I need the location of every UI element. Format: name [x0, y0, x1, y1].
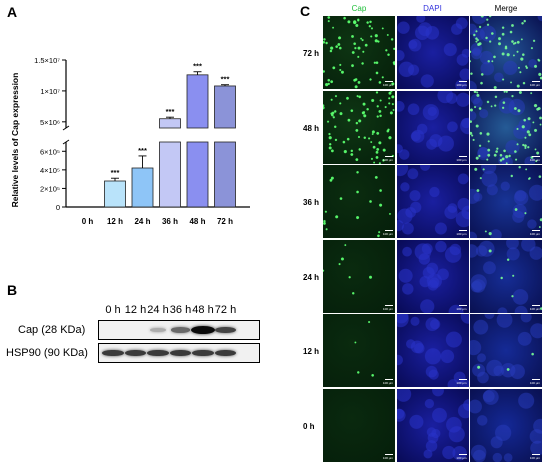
- axis-break-mark-lower: [62, 139, 70, 145]
- wb-band-0-4: [191, 326, 215, 334]
- micro-row-label-2: 36 h: [303, 198, 320, 207]
- panel-c-label: C: [300, 3, 311, 19]
- scale-bar-3-0: 100 μm: [382, 306, 393, 311]
- significance-label-2: ***: [138, 146, 147, 155]
- bar-4-lower: [186, 141, 209, 208]
- y-tick-label-lower-1: 2×10⁵: [40, 184, 60, 193]
- micro-row-label-3: 24 h: [303, 272, 320, 282]
- micro-col-label-0: Cap: [351, 4, 367, 13]
- wb-band-0-5: [215, 326, 236, 334]
- y-tick-label-lower-3: 6×10⁵: [40, 147, 60, 156]
- scale-bar-1-0: 100 μm: [382, 157, 393, 162]
- y-tick-label-lower-0: 0: [56, 203, 60, 212]
- scale-bar-4-2: 100 μm: [529, 381, 540, 385]
- wb-lane-label-2: 24 h: [147, 304, 169, 316]
- scale-bar-3-1: 100 μm: [456, 306, 467, 311]
- wb-lane-label-4: 48 h: [192, 304, 214, 316]
- scale-bar-1-1: 100 μm: [456, 157, 467, 162]
- micro-col-label-1: DAPI: [423, 4, 442, 13]
- x-tick-label-1: 12 h: [107, 217, 123, 226]
- x-tick-label-4: 48 h: [189, 217, 205, 226]
- wb-row-label-0: Cap (28 KDa): [18, 324, 86, 336]
- bar-2: [131, 167, 154, 208]
- significance-label-5: ***: [221, 75, 230, 84]
- micro-row-label-4: 12 h: [303, 347, 320, 356]
- micro-row-label-0: 72 h: [303, 49, 320, 58]
- bar-chart: Relative levels of Cap expression 0 2×10⁵…: [10, 56, 250, 226]
- scale-bar-2-2: 100 μm: [529, 232, 540, 236]
- y-tick-label-upper-2: 1.5×10⁷: [34, 56, 60, 65]
- x-tick-label-5: 72 h: [217, 217, 233, 226]
- micro-image-4-1: 100 μm: [396, 314, 469, 387]
- bar-3-upper: [159, 118, 181, 129]
- bar-5-upper: [214, 85, 236, 129]
- micro-row-label-5: 0 h: [303, 421, 315, 431]
- wb-lane-label-3: 36 h: [169, 304, 192, 316]
- micro-image-2-1: 100 μm: [396, 165, 469, 238]
- wb-band-0-2: [150, 328, 166, 332]
- scale-bar-5-0: 100 μm: [382, 455, 393, 460]
- x-tick-label-0: 0 h: [82, 217, 94, 226]
- significance-label-4: ***: [193, 62, 202, 71]
- axis-break-mark-upper: [62, 125, 70, 131]
- wb-band-1-2: [147, 349, 169, 357]
- wb-row-label-1: HSP90 (90 KDa): [6, 347, 88, 359]
- micro-image-5-1: 100 μm: [396, 388, 469, 462]
- micro-col-label-2: Merge: [494, 4, 518, 13]
- x-tick-label-3: 36 h: [162, 217, 178, 226]
- y-tick-label-upper-0: 5×10⁶: [40, 118, 60, 127]
- scale-bar-4-0: 100 μm: [382, 381, 393, 385]
- panel-a-label: A: [7, 4, 18, 20]
- scale-bar-4-1: 100 μm: [456, 381, 467, 385]
- y-tick-label-upper-1: 1×10⁷: [40, 87, 60, 96]
- micro-image-1-2: 100 μm: [470, 90, 542, 164]
- micro-row-label-1: 48 h: [303, 123, 320, 133]
- scale-bar-1-2: 100 μm: [529, 157, 540, 162]
- micro-image-5-0: 100 μm: [323, 388, 395, 462]
- scale-bar-2-0: 100 μm: [382, 232, 393, 236]
- bar-1: [104, 180, 126, 208]
- micro-image-0-1: 100 μm: [396, 16, 469, 89]
- micro-image-0-0: 100 μm: [323, 16, 395, 89]
- scale-bar-0-2: 100 μm: [529, 83, 540, 87]
- micro-image-3-0: 100 μm: [323, 239, 395, 313]
- significance-label-3: ***: [166, 107, 175, 116]
- micro-image-1-0: 100 μm: [323, 90, 395, 164]
- scale-bar-5-1: 100 μm: [456, 455, 467, 460]
- wb-band-1-5: [214, 349, 237, 357]
- micro-image-3-2: 100 μm: [470, 239, 542, 313]
- scale-bar-5-2: 100 μm: [529, 455, 540, 460]
- wb-band-1-1: [124, 349, 147, 357]
- wb-band-0-3: [171, 327, 190, 333]
- micro-image-2-2: 100 μm: [470, 165, 542, 238]
- significance-label-1: ***: [111, 168, 120, 177]
- wb-band-1-3: [169, 349, 192, 357]
- micro-image-4-2: 100 μm: [470, 314, 542, 387]
- y-axis-label: Relative levels of Cap expression: [10, 73, 20, 208]
- x-tick-label-2: 24 h: [134, 217, 150, 226]
- scale-bar-2-1: 100 μm: [456, 232, 467, 236]
- wb-lane-label-1: 12 h: [124, 304, 147, 316]
- panel-b-label: B: [7, 282, 18, 298]
- bar-4-upper: [186, 74, 209, 129]
- micro-image-3-1: 100 μm: [396, 239, 469, 313]
- scale-bar-3-2: 100 μm: [529, 306, 540, 311]
- wb-band-1-0: [102, 349, 124, 357]
- y-tick-label-lower-2: 4×10⁵: [40, 166, 60, 175]
- micro-image-0-2: 100 μm: [470, 16, 542, 89]
- micro-image-4-0: 100 μm: [323, 314, 395, 387]
- bar-5-lower: [214, 141, 236, 208]
- wb-lane-label-5: 72 h: [214, 304, 237, 316]
- wb-lane-label-0: 0 h: [105, 304, 121, 316]
- wb-band-1-4: [192, 349, 214, 357]
- scale-bar-0-0: 100 μm: [382, 83, 393, 87]
- scale-bar-0-1: 100 μm: [456, 83, 467, 87]
- micro-image-2-0: 100 μm: [323, 165, 395, 238]
- bar-3-lower: [159, 141, 181, 208]
- micro-image-1-1: 100 μm: [396, 90, 469, 164]
- micro-image-5-2: 100 μm: [470, 388, 542, 462]
